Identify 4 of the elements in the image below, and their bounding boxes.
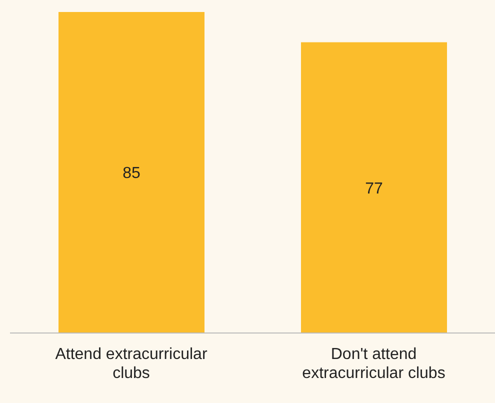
x-tick-label: Attend extracurricular clubs [55, 346, 208, 382]
x-tick-label: Don't attend extracurricular clubs [302, 346, 446, 382]
data-label: 77 [365, 180, 383, 198]
data-label: 85 [122, 165, 140, 182]
